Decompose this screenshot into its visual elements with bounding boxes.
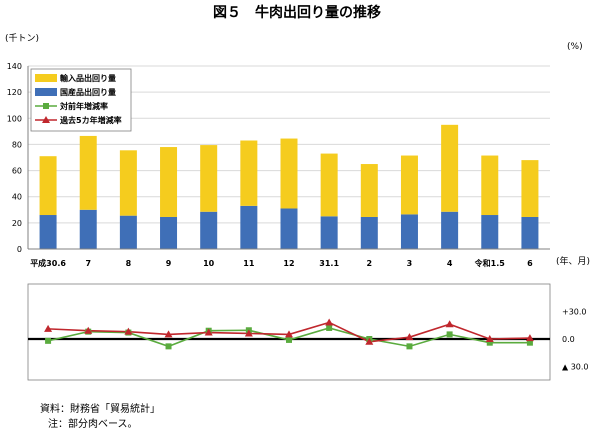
y-tick-label: 80	[12, 140, 22, 149]
point-yoy	[406, 343, 413, 350]
bar-import	[400, 155, 418, 215]
point-five-year	[244, 329, 253, 337]
point-five-year	[204, 328, 213, 336]
point-yoy	[165, 343, 172, 350]
right-tick-label: 0.0	[562, 335, 575, 344]
point-five-year	[405, 333, 414, 341]
bar-import	[39, 156, 57, 216]
legend-label: 過去5カ年増減率	[59, 115, 122, 125]
point-yoy	[446, 331, 453, 338]
y-tick-label: 60	[12, 167, 22, 176]
y-tick-label: 40	[12, 193, 22, 202]
bar-import	[160, 147, 178, 217]
source-note: 資料：財務省「貿易統計」	[40, 404, 160, 415]
bar-import	[360, 164, 378, 217]
point-five-year	[325, 318, 334, 326]
point-yoy	[45, 337, 52, 344]
bar-import	[79, 135, 97, 210]
bar-domestic	[280, 208, 298, 249]
y-tick-label: 140	[7, 62, 22, 71]
x-tick-label: 10	[203, 259, 215, 268]
point-five-year	[445, 320, 454, 328]
right-tick-label: +30.0	[562, 307, 587, 316]
x-tick-label: 7	[85, 259, 91, 268]
point-five-year	[84, 326, 93, 334]
legend-label: 対前年増減率	[59, 101, 108, 111]
bar-domestic	[441, 211, 459, 249]
bar-import	[119, 150, 137, 216]
point-five-year	[485, 335, 494, 342]
bar-import	[481, 155, 499, 216]
x-tick-label: 2	[367, 259, 373, 268]
x-tick-label: 9	[166, 259, 172, 268]
point-five-year	[365, 337, 374, 345]
left-axis-unit: (千トン)	[5, 33, 39, 44]
point-yoy	[326, 324, 333, 331]
point-five-year	[285, 330, 293, 338]
x-tick-label: 令和1.5	[474, 258, 506, 268]
point-yoy	[286, 336, 292, 343]
legend-label: 国産品出回り量	[60, 87, 116, 97]
point-yoy	[486, 339, 493, 346]
bar-domestic	[160, 216, 178, 249]
x-tick-label: 6	[527, 259, 533, 268]
bar-domestic	[240, 205, 258, 249]
bar-import	[320, 153, 338, 217]
bar-import	[441, 124, 459, 212]
legend-marker	[43, 103, 49, 109]
bar-import	[521, 160, 539, 217]
point-five-year	[525, 334, 534, 342]
lower-panel-frame	[27, 283, 551, 381]
bar-domestic	[360, 216, 378, 249]
legend-marker	[42, 116, 50, 123]
x-tick-label: 8	[126, 259, 132, 268]
y-tick-label: 0	[17, 245, 22, 254]
bar-import	[280, 138, 298, 209]
bar-domestic	[320, 216, 338, 249]
bar-domestic	[79, 209, 97, 249]
bar-domestic	[200, 211, 218, 249]
x-tick-label: 31.1	[319, 259, 339, 268]
bar-import	[240, 140, 258, 206]
chart-title: 図５ 牛肉出回り量の推移	[213, 4, 381, 21]
point-yoy	[526, 339, 533, 346]
x-tick-label: 3	[407, 259, 413, 268]
x-tick-label: 平成30.6	[30, 258, 66, 268]
right-axis-unit: (%)	[567, 42, 583, 52]
bar-domestic	[481, 215, 499, 249]
right-tick-label: ▲ 30.0	[562, 363, 589, 372]
y-tick-label: 20	[12, 219, 22, 228]
x-tick-label: 12	[283, 259, 294, 268]
point-five-year	[44, 324, 53, 332]
x-axis-unit: (年、月)	[556, 255, 590, 267]
bar-import	[200, 145, 218, 212]
legend-label: 輸入品出回り量	[60, 73, 116, 83]
y-tick-label: 120	[7, 88, 22, 97]
x-tick-label: 4	[447, 259, 453, 268]
bar-domestic	[521, 216, 539, 249]
legend-swatch	[35, 88, 57, 96]
footnote: 注：部分肉ベース。	[48, 419, 138, 430]
x-tick-label: 11	[243, 259, 255, 268]
y-tick-label: 100	[7, 114, 22, 123]
point-five-year	[164, 330, 173, 338]
point-five-year	[124, 327, 133, 335]
bar-domestic	[39, 215, 57, 249]
bar-domestic	[400, 214, 418, 249]
legend-swatch	[35, 74, 57, 82]
bar-domestic	[119, 215, 137, 249]
